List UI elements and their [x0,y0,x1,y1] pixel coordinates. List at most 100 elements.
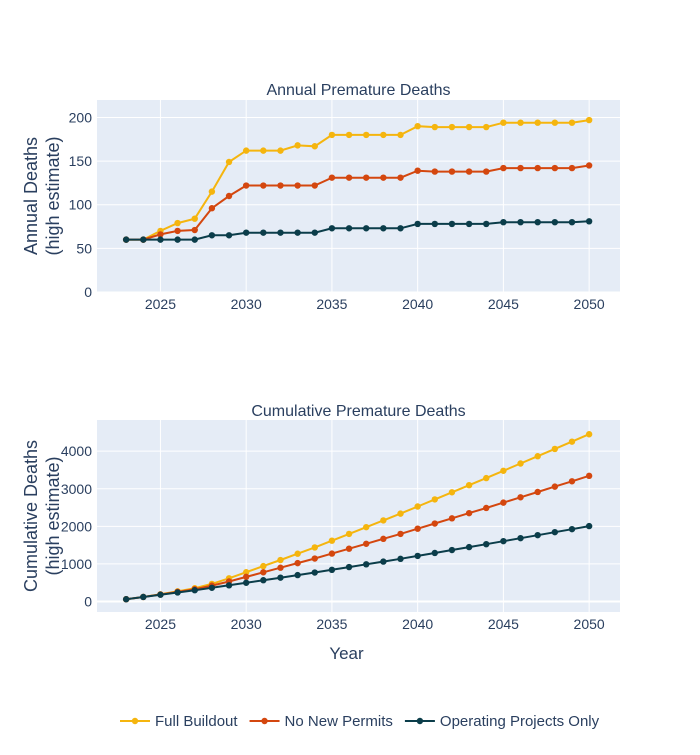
data-point [260,577,267,584]
data-point [260,562,267,570]
legend-label: No New Permits [285,713,393,730]
legend-item: Operating Projects Only [404,713,600,730]
data-point [397,225,404,232]
chart-title: Cumulative Premature Deaths [251,403,465,420]
legend-swatch-marker [261,717,268,725]
data-point [363,540,370,547]
y-tick-label: 0 [84,593,92,609]
data-point [500,467,507,474]
data-point [414,503,421,510]
data-point [483,220,490,228]
data-point [328,537,336,544]
chart-2: 2025 2030 2035 2040 2045 2050 0 1000 2000 3000 400… [21,403,620,663]
data-point [534,164,541,172]
data-point [551,528,559,536]
data-point [208,188,216,195]
data-point [465,123,473,131]
data-point [483,504,490,512]
data-point [277,564,284,571]
series-line [126,119,590,241]
data-point [260,182,267,189]
data-point [414,552,421,560]
data-point [328,174,336,181]
data-point [431,220,439,228]
legend: Full Buildout No New Permits Operating Pro… [120,713,600,730]
data-point [242,182,250,189]
data-point [500,499,507,506]
data-point [277,147,284,154]
data-point [294,571,301,579]
data-point [242,569,250,576]
data-point [397,555,404,563]
x-axis-label: Year [329,644,364,663]
legend-label: Full Buildout [155,713,238,730]
chart-1: 2025 2030 2035 2040 2045 2050 0 50 100 150 200 Annu… [21,82,620,312]
data-point [225,158,233,166]
x-tick-label: 2040 [402,616,433,632]
data-point [363,131,370,139]
data-point [431,123,439,131]
data-point [568,164,576,172]
data-point [277,574,284,581]
data-point [328,566,336,574]
data-point [225,192,233,200]
data-point [517,460,524,467]
data-point [174,227,181,235]
data-point [260,569,267,576]
data-point [517,119,524,126]
data-point [517,164,524,172]
series-line [126,220,590,241]
data-point [157,231,164,238]
data-point [345,545,353,552]
data-point [380,225,387,232]
data-point [465,509,473,517]
x-tick-label: 2035 [316,296,347,312]
data-point [242,573,250,581]
data-point [534,453,541,460]
data-point [174,589,181,596]
data-point [483,168,490,175]
data-point [260,147,267,154]
data-point [345,131,353,139]
data-point [380,558,387,565]
data-point [585,162,593,169]
data-point [483,474,490,482]
series-line [126,525,590,601]
data-point [311,143,318,150]
y-axis-label-line: (high estimate) [43,136,63,255]
data-point [397,510,404,517]
data-point [328,550,336,557]
data-point [363,523,370,531]
data-point [465,220,473,228]
data-point [534,218,541,226]
data-point [191,236,198,243]
data-point [448,546,456,554]
data-point [174,236,181,243]
data-point [208,205,216,212]
data-point [277,556,284,564]
data-point [174,219,181,227]
data-point [225,582,233,589]
y-tick-label: 2000 [61,518,92,534]
data-point [585,431,593,438]
data-point [380,535,387,543]
data-point [568,119,576,126]
data-point [517,534,524,542]
data-point [534,488,541,496]
data-point [242,229,250,236]
x-tick-label: 2025 [145,296,176,312]
data-point [465,481,473,489]
data-point [431,496,439,503]
data-point [380,517,387,524]
data-point [294,559,301,567]
plot-background [97,100,620,292]
data-point [483,123,490,131]
data-point [345,530,353,538]
data-point [431,520,439,527]
y-tick-label: 4000 [61,443,92,459]
data-point [448,168,456,175]
data-point [328,225,336,232]
data-point [157,591,164,598]
